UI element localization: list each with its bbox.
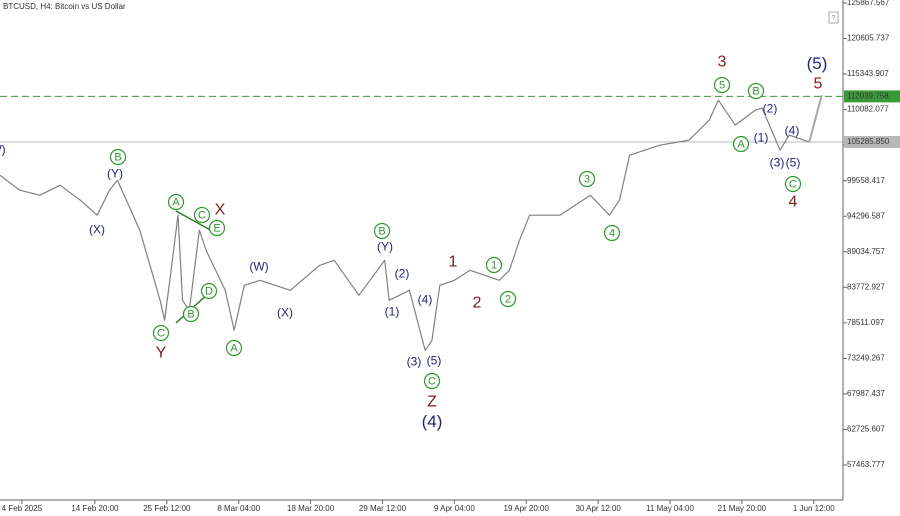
x-tick-label: 25 Feb 12:00: [143, 504, 191, 513]
wave-label: 1: [491, 259, 497, 271]
wave-label: (4): [422, 412, 443, 431]
wave-label: B: [114, 151, 121, 163]
wave-label: (1): [754, 131, 769, 145]
x-tick-label: 14 Feb 20:00: [71, 504, 119, 513]
wave-circle: [109, 148, 127, 166]
y-tick-label: 99558.417: [847, 176, 885, 185]
wave-circle: [747, 82, 765, 100]
wave-label: (2): [395, 267, 410, 281]
y-tick-label: 120605.737: [847, 34, 890, 43]
x-tick-label: 30 Apr 12:00: [575, 504, 621, 513]
wave-label: 4: [609, 227, 615, 239]
wave-line: [175, 210, 215, 233]
help-icon[interactable]: [828, 11, 839, 24]
wave-circle: [373, 222, 391, 240]
x-tick-label: 11 May 04:00: [646, 504, 694, 513]
y-tick-label: 67987.437: [847, 389, 885, 398]
wave-label: (4): [785, 124, 800, 138]
wave-circle: [713, 76, 731, 94]
y-tick-label: 115343.907: [847, 69, 889, 78]
y-tick-label: 83772.927: [847, 282, 885, 291]
x-tick-label: 21 May 20:00: [718, 504, 767, 513]
wave-label: D: [205, 285, 213, 297]
x-tick-label: 9 Apr 04:00: [434, 504, 475, 513]
wave-label: 4: [789, 194, 798, 211]
wave-label: (W): [0, 143, 6, 157]
wave-label: C: [789, 178, 797, 190]
wave-circle: [208, 219, 226, 237]
wave-circle: [167, 193, 185, 211]
x-tick-label: 8 Mar 04:00: [217, 504, 260, 513]
wave-label: Z: [427, 394, 437, 411]
wave-label: 5: [814, 76, 823, 93]
wave-label: (2): [763, 102, 778, 116]
price-level-label: 105285.850: [847, 137, 890, 146]
wave-label: (X): [277, 306, 293, 320]
wave-label: (X): [89, 223, 105, 237]
wave-label: B: [378, 225, 385, 237]
x-tick-label: 18 Mar 20:00: [287, 504, 335, 513]
wave-circle: [200, 282, 218, 300]
wave-label: B: [187, 308, 194, 320]
wave-label: (3): [770, 156, 785, 170]
y-tick-label: 62725.607: [847, 425, 885, 434]
help-icon-glyph: ?: [832, 15, 836, 22]
y-tick-label: 73249.267: [847, 353, 885, 362]
wave-circle: [485, 256, 503, 274]
x-tick-label: 1 Jun 12:00: [793, 504, 835, 513]
wave-circle: [182, 305, 200, 323]
wave-circle: [152, 324, 170, 342]
y-tick-label: 94296.587: [847, 211, 885, 220]
wave-label: X: [215, 202, 226, 219]
wave-label: (5): [427, 354, 442, 368]
wave-label: (5): [786, 156, 801, 170]
wave-label: (Y): [107, 167, 123, 181]
y-tick-label: 110082.077: [847, 105, 889, 114]
y-tick-label: 125867.567: [847, 0, 890, 7]
x-tick-label: 29 Mar 12:00: [359, 504, 407, 513]
price-level-label: 112039.758: [847, 92, 889, 101]
wave-label: C: [198, 209, 206, 221]
wave-label: 5: [719, 79, 725, 91]
y-tick-label: 78511.097: [847, 318, 885, 327]
wave-label: A: [230, 342, 238, 354]
wave-circle: [732, 135, 750, 153]
wave-label: 2: [473, 295, 482, 312]
wave-label: (Y): [377, 240, 393, 254]
wave-label: A: [172, 196, 180, 208]
wave-label: A: [737, 138, 745, 150]
wave-circle: [499, 290, 517, 308]
wave-circle: [578, 170, 596, 188]
wave-circle: [423, 372, 441, 390]
wave-circle: [225, 339, 243, 357]
wave-label: (W): [249, 260, 268, 274]
wave-label: C: [428, 375, 436, 387]
plot-area: (W)B(Y)(X)ACXEDBCYA(W)(X)B(Y)(2)(1)(4)(3…: [0, 54, 843, 431]
price-line: [0, 99, 810, 351]
y-tick-label: 89034.757: [847, 247, 885, 256]
price-level-tag: [844, 90, 900, 103]
y-tick-label: 57463.777: [847, 460, 885, 469]
wave-circle: [193, 206, 211, 224]
wave-label: (3): [407, 355, 422, 369]
price-line: [808, 94, 823, 143]
x-tick-label: 4 Feb 2025: [2, 504, 43, 513]
price-level-tag: [844, 136, 900, 149]
wave-label: E: [213, 222, 220, 234]
x-tick-label: 19 Apr 20:00: [504, 504, 550, 513]
wave-label: Y: [156, 345, 167, 362]
wave-label: (1): [385, 305, 400, 319]
wave-label: 3: [718, 54, 727, 71]
wave-label: 1: [449, 254, 458, 271]
wave-label: (5): [807, 54, 828, 73]
wave-circle: [603, 224, 621, 242]
wave-label: 3: [584, 173, 590, 185]
wave-label: (4): [418, 293, 433, 307]
wave-label: C: [157, 327, 165, 339]
wave-label: B: [752, 85, 759, 97]
wave-circle: [784, 175, 802, 193]
wave-label: 2: [505, 293, 511, 305]
chart-title: BTCUSD, H4: Bitcoin vs US Dollar: [3, 2, 126, 11]
